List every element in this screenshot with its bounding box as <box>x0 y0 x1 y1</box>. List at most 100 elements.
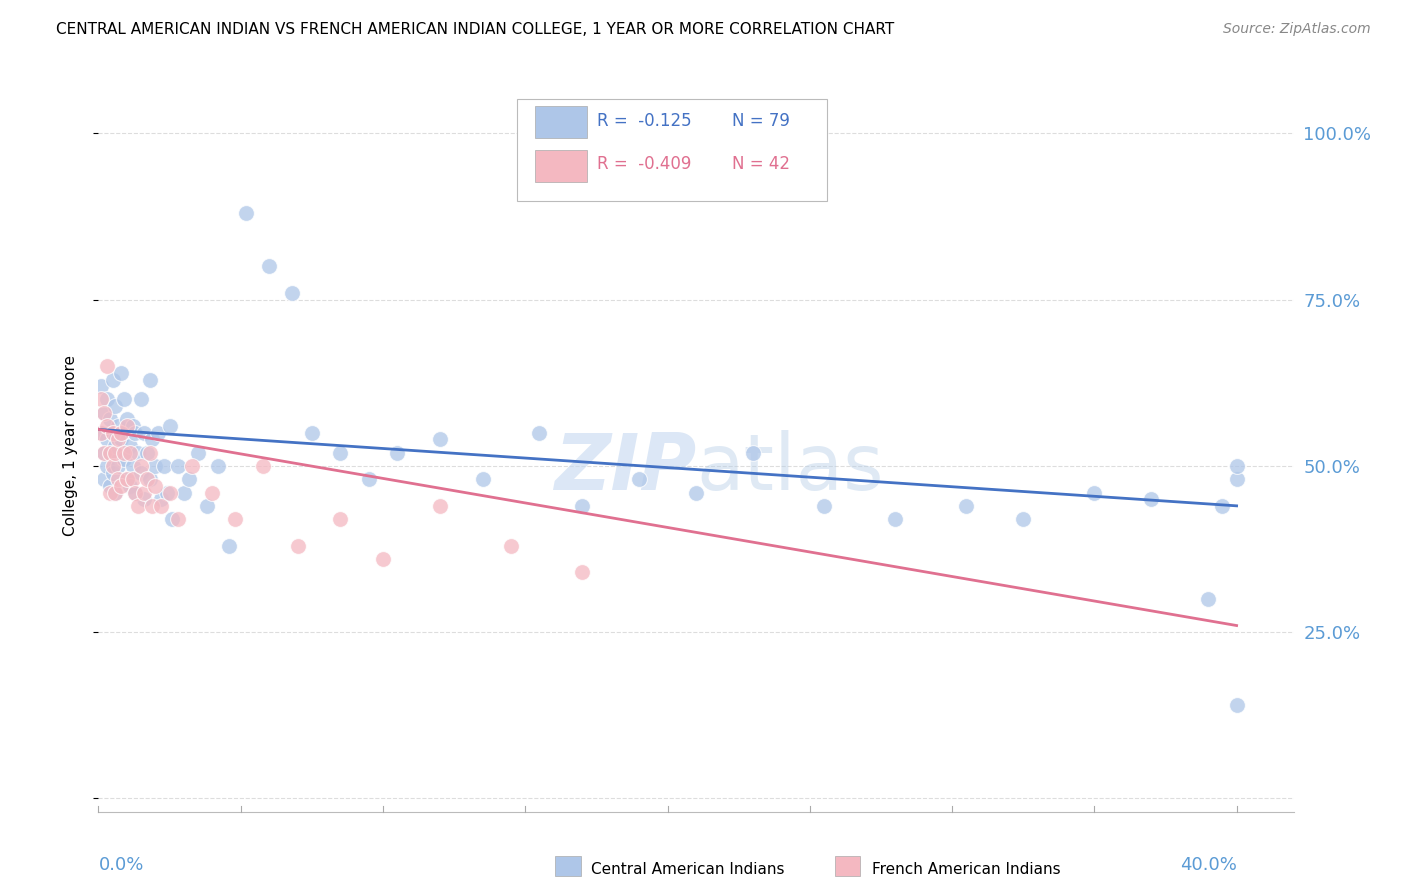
Point <box>138 372 160 386</box>
Point <box>207 458 229 473</box>
Point <box>110 366 132 380</box>
Point <box>101 425 124 440</box>
Point <box>884 512 907 526</box>
Point <box>129 392 152 407</box>
Point <box>156 485 179 500</box>
Point <box>93 445 115 459</box>
Point <box>96 392 118 407</box>
Point <box>141 499 163 513</box>
Text: Central American Indians: Central American Indians <box>591 863 785 877</box>
Point <box>187 445 209 459</box>
Point <box>121 458 143 473</box>
Point <box>385 445 409 459</box>
Point <box>107 472 129 486</box>
Point <box>162 512 184 526</box>
Point <box>257 260 280 274</box>
Point <box>143 479 166 493</box>
Point <box>301 425 323 440</box>
Text: ZIP: ZIP <box>554 430 696 506</box>
Point <box>741 445 763 459</box>
Point <box>1083 485 1105 500</box>
Point <box>93 472 115 486</box>
FancyBboxPatch shape <box>534 150 588 182</box>
Point <box>1226 472 1249 486</box>
Point <box>167 458 190 473</box>
Point <box>98 445 121 459</box>
Bar <box>835 856 860 876</box>
Point <box>329 445 352 459</box>
Point <box>1140 492 1163 507</box>
Point <box>110 425 132 440</box>
Point <box>115 419 138 434</box>
Point <box>101 372 124 386</box>
Point <box>112 445 135 459</box>
Point <box>98 485 121 500</box>
Point <box>371 552 394 566</box>
Point <box>112 392 135 407</box>
Point <box>181 458 204 473</box>
Point <box>150 499 173 513</box>
Point <box>471 472 494 486</box>
Point <box>132 425 155 440</box>
Point <box>90 379 112 393</box>
Point <box>93 445 115 459</box>
Point <box>143 458 166 473</box>
Point <box>132 485 155 500</box>
Point <box>287 539 309 553</box>
Point <box>529 425 551 440</box>
Point <box>429 433 451 447</box>
Point <box>179 472 201 486</box>
Point <box>98 479 121 493</box>
Text: N = 79: N = 79 <box>733 112 790 129</box>
Point <box>571 566 593 580</box>
Y-axis label: College, 1 year or more: College, 1 year or more <box>63 356 77 536</box>
Point <box>1211 499 1233 513</box>
Point <box>224 512 246 526</box>
Point <box>115 472 138 486</box>
Point <box>104 445 127 459</box>
Point <box>96 433 118 447</box>
Point <box>135 472 157 486</box>
Point <box>115 412 138 426</box>
Point <box>218 539 240 553</box>
Point <box>107 458 129 473</box>
Point <box>124 485 146 500</box>
Text: R =  -0.125: R = -0.125 <box>596 112 692 129</box>
Point <box>129 466 152 480</box>
Point <box>153 458 176 473</box>
Point <box>132 492 155 507</box>
Point <box>96 359 118 374</box>
Point <box>138 472 160 486</box>
Text: Source: ZipAtlas.com: Source: ZipAtlas.com <box>1223 22 1371 37</box>
Bar <box>555 856 581 876</box>
Text: CENTRAL AMERICAN INDIAN VS FRENCH AMERICAN INDIAN COLLEGE, 1 YEAR OR MORE CORREL: CENTRAL AMERICAN INDIAN VS FRENCH AMERIC… <box>56 22 894 37</box>
Point <box>1012 512 1035 526</box>
Point <box>104 485 127 500</box>
Point <box>98 412 121 426</box>
FancyBboxPatch shape <box>517 99 827 201</box>
Point <box>93 406 115 420</box>
Point <box>685 485 707 500</box>
Text: N = 42: N = 42 <box>733 155 790 173</box>
Point <box>107 419 129 434</box>
Point <box>104 439 127 453</box>
Point <box>499 539 522 553</box>
Point <box>252 458 274 473</box>
Point <box>148 425 170 440</box>
Point <box>90 425 112 440</box>
Point <box>159 485 181 500</box>
Point <box>121 472 143 486</box>
Point <box>127 445 149 459</box>
Point <box>90 392 112 407</box>
Point <box>115 472 138 486</box>
Point <box>201 485 224 500</box>
Point <box>101 466 124 480</box>
Point <box>96 419 118 434</box>
Point <box>124 425 146 440</box>
Point <box>135 445 157 459</box>
FancyBboxPatch shape <box>534 106 588 138</box>
Point <box>129 458 152 473</box>
Text: 0.0%: 0.0% <box>98 855 143 873</box>
Point <box>101 425 124 440</box>
Point <box>628 472 651 486</box>
